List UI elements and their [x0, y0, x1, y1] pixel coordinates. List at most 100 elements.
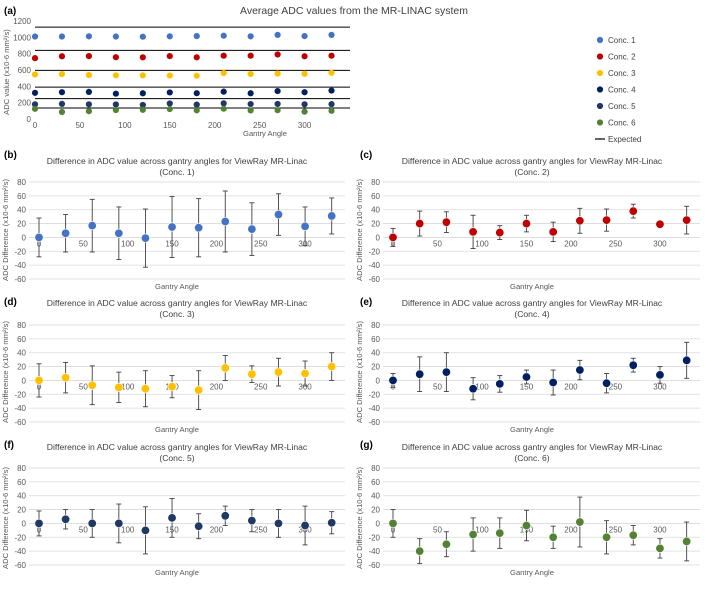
data-point	[85, 71, 93, 79]
chart-c-title: Difference in ADC value across gantry an…	[402, 156, 663, 166]
data-point	[274, 51, 281, 58]
data-point	[220, 52, 227, 59]
x-tick-label: 200	[564, 525, 578, 534]
difference-chart-d: -60-40-20020406080050100150200250300	[14, 321, 345, 427]
y-tick-label: 0	[22, 519, 27, 528]
legend-label: Conc. 4	[608, 86, 636, 95]
x-tick-label: 50	[433, 382, 442, 391]
x-tick-label: 100	[475, 239, 489, 248]
legend-label: Conc. 5	[608, 102, 636, 111]
x-tick-label: 50	[79, 239, 88, 248]
data-point	[327, 211, 337, 221]
data-point	[193, 54, 200, 61]
y-tick-label: 0	[376, 376, 381, 385]
data-point	[628, 206, 638, 216]
data-point	[247, 90, 254, 97]
data-point	[87, 518, 97, 528]
y-tick-label: -40	[368, 547, 380, 556]
y-tick-label: -40	[14, 261, 26, 270]
data-point	[602, 215, 612, 225]
data-point	[139, 90, 146, 97]
data-point	[87, 380, 97, 390]
data-point	[58, 100, 66, 107]
chart-b-title: Difference in ADC value across gantry an…	[47, 156, 308, 166]
data-point	[58, 89, 66, 96]
data-point	[575, 216, 585, 226]
legend-marker	[596, 69, 604, 77]
data-point	[388, 375, 398, 385]
x-tick-label: 200	[210, 239, 224, 248]
x-tick-label: 250	[254, 382, 268, 391]
data-point	[61, 514, 71, 524]
data-point	[140, 233, 150, 243]
data-point	[441, 539, 451, 549]
y-tick-label: 40	[371, 206, 380, 215]
data-point	[575, 365, 585, 375]
data-point	[193, 72, 200, 79]
data-point	[34, 375, 44, 385]
difference-chart-b: -60-40-20020406080050100150200250300	[14, 178, 345, 284]
data-point	[112, 33, 119, 40]
x-tick-label: 200	[210, 382, 224, 391]
x-tick-label: 100	[121, 525, 135, 534]
y-tick-label: 60	[17, 192, 26, 201]
y-tick-label: 20	[371, 220, 380, 229]
data-point	[139, 101, 146, 109]
data-point	[247, 224, 257, 234]
data-point	[468, 227, 478, 237]
data-point	[495, 379, 505, 389]
data-point	[194, 223, 204, 233]
data-point	[220, 70, 227, 77]
y-tick-label: 0	[22, 376, 27, 385]
chart-f-y-axis-label: ADC Difference (x10-6 mm²/s)	[1, 467, 10, 569]
y-tick-label: 80	[371, 464, 380, 473]
data-point	[220, 511, 230, 521]
panel-label-a: (a)	[4, 6, 16, 17]
y-tick-label: -40	[14, 404, 26, 413]
data-point	[328, 31, 335, 38]
chart-c-y-axis-label: ADC Difference (x10-6 mm²/s)	[355, 179, 364, 281]
y-tick-label: 80	[17, 321, 26, 330]
panel-label-g: (g)	[360, 440, 373, 451]
y-tick-label: 80	[371, 178, 380, 187]
data-point	[548, 227, 558, 237]
data-point	[468, 530, 478, 540]
x-tick-label: 300	[653, 239, 667, 248]
data-point	[114, 518, 124, 528]
y-tick-label: 80	[17, 464, 26, 473]
data-point	[274, 70, 281, 77]
data-point	[166, 105, 173, 113]
data-point	[388, 232, 398, 242]
x-tick-label: 50	[79, 525, 88, 534]
x-tick-label: 50	[79, 382, 88, 391]
y-tick-label: 60	[371, 478, 380, 487]
panel-label-b: (b)	[4, 150, 17, 161]
data-point	[274, 100, 281, 108]
chart-d-y-axis-label: ADC Difference (x10-6 mm²/s)	[1, 321, 10, 423]
panel-label-c: (c)	[360, 150, 372, 161]
x-tick-label: 200	[210, 525, 224, 534]
chart-c-x-axis-label: Gantry Angle	[510, 282, 554, 291]
data-point	[58, 108, 66, 116]
legend-marker	[596, 102, 604, 110]
chart-f-subtitle: (Conc. 5)	[159, 453, 194, 463]
y-tick-label: -20	[14, 533, 26, 542]
main-x-tick-label: 200	[208, 121, 222, 130]
x-tick-label: 300	[653, 382, 667, 391]
x-tick-label: 100	[475, 382, 489, 391]
data-point	[682, 355, 692, 365]
y-tick-label: 60	[371, 335, 380, 344]
data-point	[194, 521, 204, 531]
data-point	[139, 33, 146, 40]
x-tick-label: 250	[254, 239, 268, 248]
y-tick-label: -60	[14, 561, 26, 570]
chart-b-subtitle: (Conc. 1)	[159, 167, 194, 177]
main-x-tick-label: 150	[163, 121, 177, 130]
data-point	[247, 33, 254, 40]
y-tick-label: 20	[17, 220, 26, 229]
data-point	[300, 221, 310, 231]
data-point	[327, 518, 337, 528]
y-tick-label: 20	[371, 363, 380, 372]
